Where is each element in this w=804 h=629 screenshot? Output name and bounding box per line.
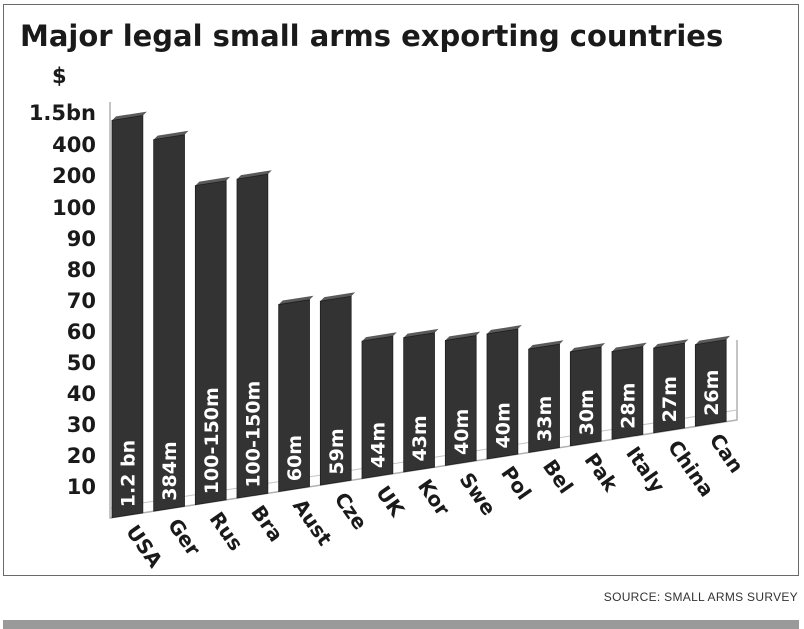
x-category-label: Italy [621,442,670,497]
bar-value-label: 27m [659,376,681,422]
bar-value-label: 33m [534,396,556,442]
bar [694,339,727,427]
x-category-label: UK [371,481,410,522]
bar-top-face [445,331,481,341]
bar-top-face [695,335,731,345]
y-tick-label: 40 [67,382,96,406]
bar-top-face [528,340,564,350]
x-category-label: Aust [288,494,337,550]
x-category-label: Can [705,429,749,478]
source-credit: SOURCE: SMALL ARMS SURVEY [603,590,798,604]
y-tick-label: 400 [52,133,96,157]
bar [569,346,602,447]
bar-top-face [237,170,272,180]
bar-value-label: 60m [284,435,306,481]
y-tick-label: 10 [67,475,96,499]
bar-value-label: 100-150m [242,381,264,488]
bar-value-label: 100-150m [201,387,223,494]
bar-value-label: 1.2 bn [117,440,139,507]
bar [403,332,435,473]
y-tick-label: 50 [67,351,96,375]
x-category-label: Pak [580,449,624,497]
bar-top-face [403,328,439,338]
bar-top-face [153,130,189,140]
x-category-label: Pol [496,462,536,505]
x-category-label: Rus [205,507,248,555]
bar-top-face [570,342,606,352]
bar-value-label: 26m [701,370,723,416]
y-tick-label: 70 [67,289,96,313]
x-category-label: Bel [538,455,578,498]
bar-value-label: 59m [326,428,348,474]
y-tick-label: 200 [52,164,96,188]
bar [361,335,394,479]
y-tick-label: 90 [67,227,96,251]
y-tick-label: 1.5bn [29,101,96,125]
bar [319,295,352,486]
bar-value-label: 40m [451,409,473,455]
bar [236,173,269,499]
y-tick-label: 80 [67,258,96,282]
bar-value-label: 28m [617,383,639,429]
bar [444,335,477,466]
bar-top-face [653,339,689,349]
y-tick-label: 20 [67,444,96,468]
y-tick-label: 30 [67,413,96,437]
bar-value-label: 384m [159,441,181,500]
bar [653,342,685,434]
bar-top-face [320,292,356,302]
x-category-label: USA [121,520,167,572]
bar-top-face [487,325,522,334]
chart-title: Major legal small arms exporting countri… [20,19,724,53]
footer-bar [3,620,799,629]
x-category-label: Swe [455,468,501,520]
x-category-label: Bra [246,501,288,546]
bar-value-label: 40m [492,402,514,448]
bar [153,134,185,512]
bar [278,299,310,493]
bar-value-label: 30m [576,389,598,435]
x-category-label: Ger [163,514,206,561]
y-axis-unit-label: $ [52,64,67,88]
bar-value-label: 44m [367,422,389,468]
bar [528,343,560,453]
bar [611,346,644,440]
y-tick-label: 100 [52,196,96,220]
y-tick-label: 60 [67,320,96,344]
bar [486,328,519,460]
bar-top-face [195,176,231,186]
bar [194,180,227,506]
bar-top-face [612,342,647,352]
bar-top-face [112,111,147,121]
bar-top-face [362,332,397,342]
x-category-label: Kor [413,475,455,521]
bar-value-label: 43m [409,415,431,461]
bar [111,115,144,519]
x-category-label: Cze [330,488,373,534]
bar-top-face [278,295,314,305]
